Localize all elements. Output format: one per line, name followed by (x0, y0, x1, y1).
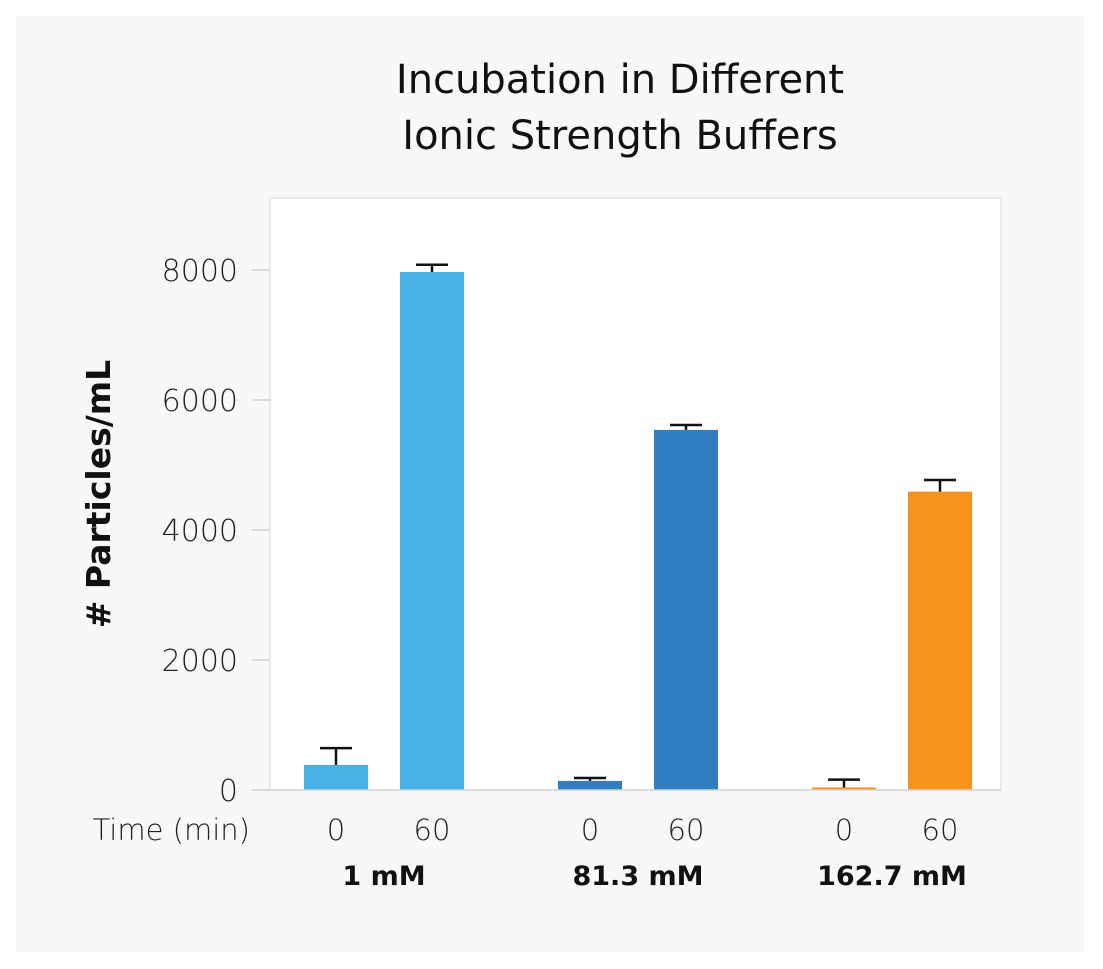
chart-title: Incubation in Different Ionic Strength B… (300, 52, 940, 164)
bar (812, 787, 876, 790)
y-tick-label: 4000 (162, 514, 238, 549)
chart-title-line-2: Ionic Strength Buffers (402, 113, 838, 159)
group-label: 81.3 mM (572, 861, 703, 892)
bars (304, 263, 972, 790)
x-axis-label: Time (min) (92, 813, 250, 847)
x-tick-label: 60 (414, 813, 451, 847)
y-tick-label: 6000 (162, 384, 238, 419)
x-tick-label: 0 (327, 813, 345, 847)
y-tick-label: 8000 (162, 254, 238, 289)
y-tick-label: 2000 (162, 644, 238, 679)
x-tick-label: 0 (835, 813, 853, 847)
y-axis: 0 2000 4000 6000 8000 (162, 254, 270, 809)
group-label: 1 mM (342, 861, 425, 892)
bar (400, 271, 464, 790)
x-axis: 0 60 1 mM 0 60 81.3 mM 0 60 162.7 mM (252, 789, 1001, 892)
bar (558, 780, 622, 790)
bar (654, 429, 718, 790)
y-tick-label: 0 (219, 774, 238, 809)
y-axis-label: # Particles/mL (79, 360, 118, 628)
x-tick-label: 60 (922, 813, 959, 847)
chart-title-line-1: Incubation in Different (395, 57, 845, 103)
x-tick-label: 60 (668, 813, 705, 847)
bar (304, 764, 368, 790)
group-label: 162.7 mM (817, 861, 967, 892)
bar (908, 491, 972, 790)
plot-area (269, 197, 1002, 791)
x-tick-label: 0 (581, 813, 599, 847)
